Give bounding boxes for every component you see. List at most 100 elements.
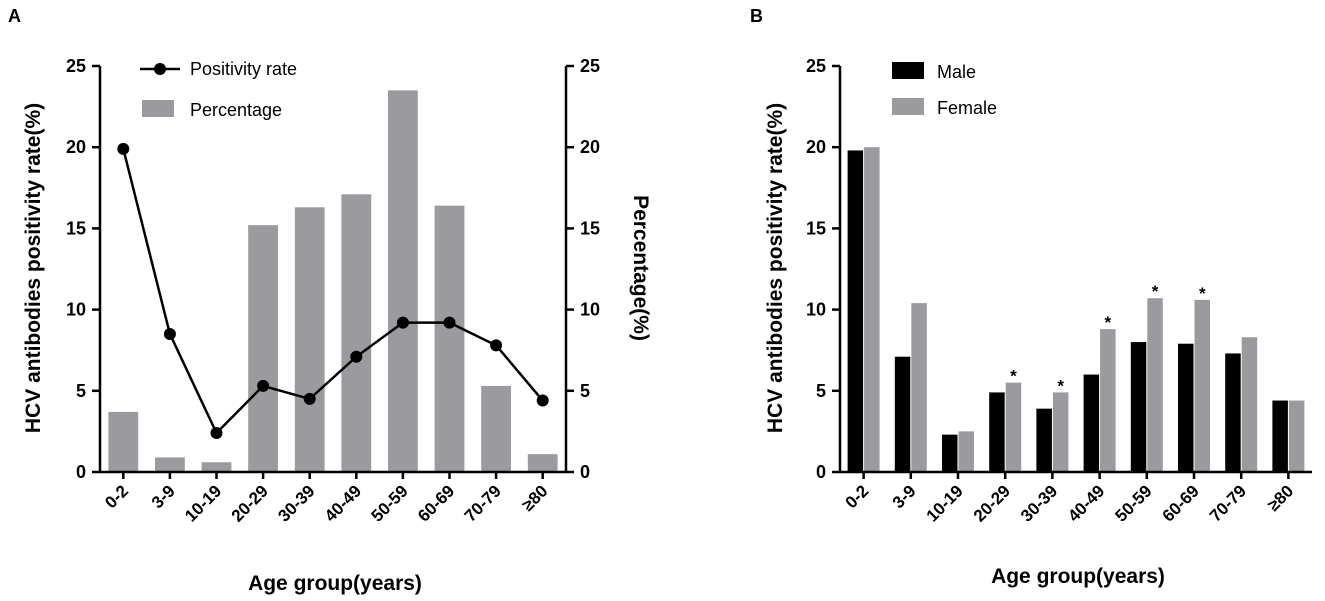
legend-marker-swatch [154,63,166,75]
percentage-bar-10-19 [201,462,232,472]
legend-label-percentage: Percentage [190,100,282,120]
male-bar-50-59 [1130,342,1147,472]
percentage-bar-30-39 [294,207,325,472]
left-y-tick-label: 20 [66,137,86,157]
percentage-bar-≥80 [527,454,558,472]
x-tick-label: 70-79 [1206,481,1250,525]
legend-female-swatch [892,98,924,115]
male-bar-3-9 [894,356,911,472]
panel-a-axes: 0 5 10 15 20 25 0 5 10 15 20 25 0-2 3-9 10-19 20-29 30-3… [66,56,600,526]
positivity-point-20-29 [257,379,270,392]
legend-label-positivity: Positivity rate [190,59,297,79]
legend-bar-swatch [142,100,174,117]
positivity-point-60-69 [443,316,456,329]
y-tick-label: 5 [816,381,826,401]
y-tick-label: 15 [806,218,826,238]
x-tick-label: 10-19 [181,481,225,525]
male-bar-40-49 [1083,374,1100,472]
panel-b-x-axis-title: Age group(years) [991,565,1165,588]
male-bar-0-2 [847,150,864,472]
positivity-point-0-2 [117,142,130,155]
x-tick-label: 60-69 [414,481,458,525]
female-bar-60-69 [1194,299,1210,472]
x-tick-label: 60-69 [1159,481,1203,525]
panel-b-legend: Male Female [892,62,997,118]
right-y-tick-label: 5 [580,381,590,401]
y-tick-label: 0 [816,462,826,482]
y-tick-label: 25 [806,56,826,76]
panel-a-right-axis-title: Percentage(%) [629,195,652,341]
panel-a: A 0 5 10 15 20 25 0 5 10 15 20 25 0-2 3-9 10-19 20-29 30… [8,6,652,595]
legend-label-female: Female [937,98,997,118]
male-bar-70-79 [1225,353,1241,472]
panel-a-x-axis-title: Age group(years) [248,572,422,595]
significance-marker: * [1057,376,1064,395]
female-bar-30-39 [1052,392,1069,472]
x-tick-label: 70-79 [461,481,505,525]
right-y-tick-label: 0 [580,462,590,482]
x-tick-label: 50-59 [1111,481,1155,525]
positivity-line [117,142,549,440]
left-y-tick-label: 15 [66,218,86,238]
female-bar-0-2 [864,147,880,472]
panel-a-legend: Positivity rate Percentage [140,59,297,120]
x-tick-label: 0-2 [101,481,132,512]
left-y-tick-label: 10 [66,300,86,320]
positivity-point-40-49 [350,350,363,363]
percentage-bars [108,90,558,473]
x-tick-label: 3-9 [889,481,920,512]
panel-b-y-axis-title: HCV antibodies positivity rate(%) [764,103,787,433]
positivity-point-50-59 [396,316,409,329]
male-bar-≥80 [1272,400,1288,472]
x-tick-label: ≥80 [1264,481,1297,514]
panel-b-label: B [750,6,763,26]
percentage-bar-20-29 [248,225,279,472]
panel-a-y-axis-title: HCV antibodies positivity rate(%) [22,103,45,433]
x-tick-label: 30-39 [1017,481,1061,525]
female-bar-3-9 [911,303,927,472]
right-y-tick-label: 25 [580,56,600,76]
x-tick-label: 3-9 [148,481,179,512]
x-tick-label: 20-29 [228,481,272,525]
female-bar-50-59 [1147,298,1163,472]
right-y-tick-label: 20 [580,137,600,157]
male-bar-10-19 [942,434,958,472]
y-tick-label: 10 [806,300,826,320]
right-y-tick-label: 10 [580,300,600,320]
significance-marker: * [1010,367,1017,386]
x-tick-label: ≥80 [518,481,551,514]
x-tick-label: 0-2 [842,481,873,512]
male-bar-30-39 [1036,408,1052,472]
right-y-tick-label: 15 [580,218,600,238]
positivity-point-3-9 [163,327,176,340]
female-bar-40-49 [1100,329,1116,472]
legend-label-male: Male [937,62,976,82]
female-bar-20-29 [1005,382,1022,472]
female-bar-10-19 [958,431,974,472]
x-tick-label: 20-29 [970,481,1014,525]
significance-marker: * [1152,282,1159,301]
x-tick-label: 50-59 [368,481,412,525]
panel-b: B * * * * * 0 5 10 15 20 25 0-2 3-9 10-19 20-29 30-39 4… [750,6,1312,588]
percentage-bar-60-69 [434,205,465,472]
significance-marker: * [1105,313,1112,332]
x-tick-label: 10-19 [923,481,967,525]
y-tick-label: 20 [806,137,826,157]
percentage-bar-3-9 [154,457,185,472]
legend-male-swatch [892,62,924,79]
gender-bars: * * * * * [847,147,1305,472]
x-tick-label: 40-49 [321,481,365,525]
positivity-rate-line [122,148,544,436]
male-bar-60-69 [1178,343,1194,472]
female-bar-70-79 [1241,337,1258,472]
positivity-point-10-19 [210,427,223,440]
percentage-bar-40-49 [341,194,372,472]
left-y-tick-label: 5 [76,381,86,401]
left-y-tick-label: 25 [66,56,86,76]
significance-marker: * [1199,284,1206,303]
positivity-point-≥80 [536,394,549,407]
percentage-bar-0-2 [108,411,139,472]
percentage-bar-70-79 [481,385,512,472]
positivity-point-30-39 [303,392,316,405]
